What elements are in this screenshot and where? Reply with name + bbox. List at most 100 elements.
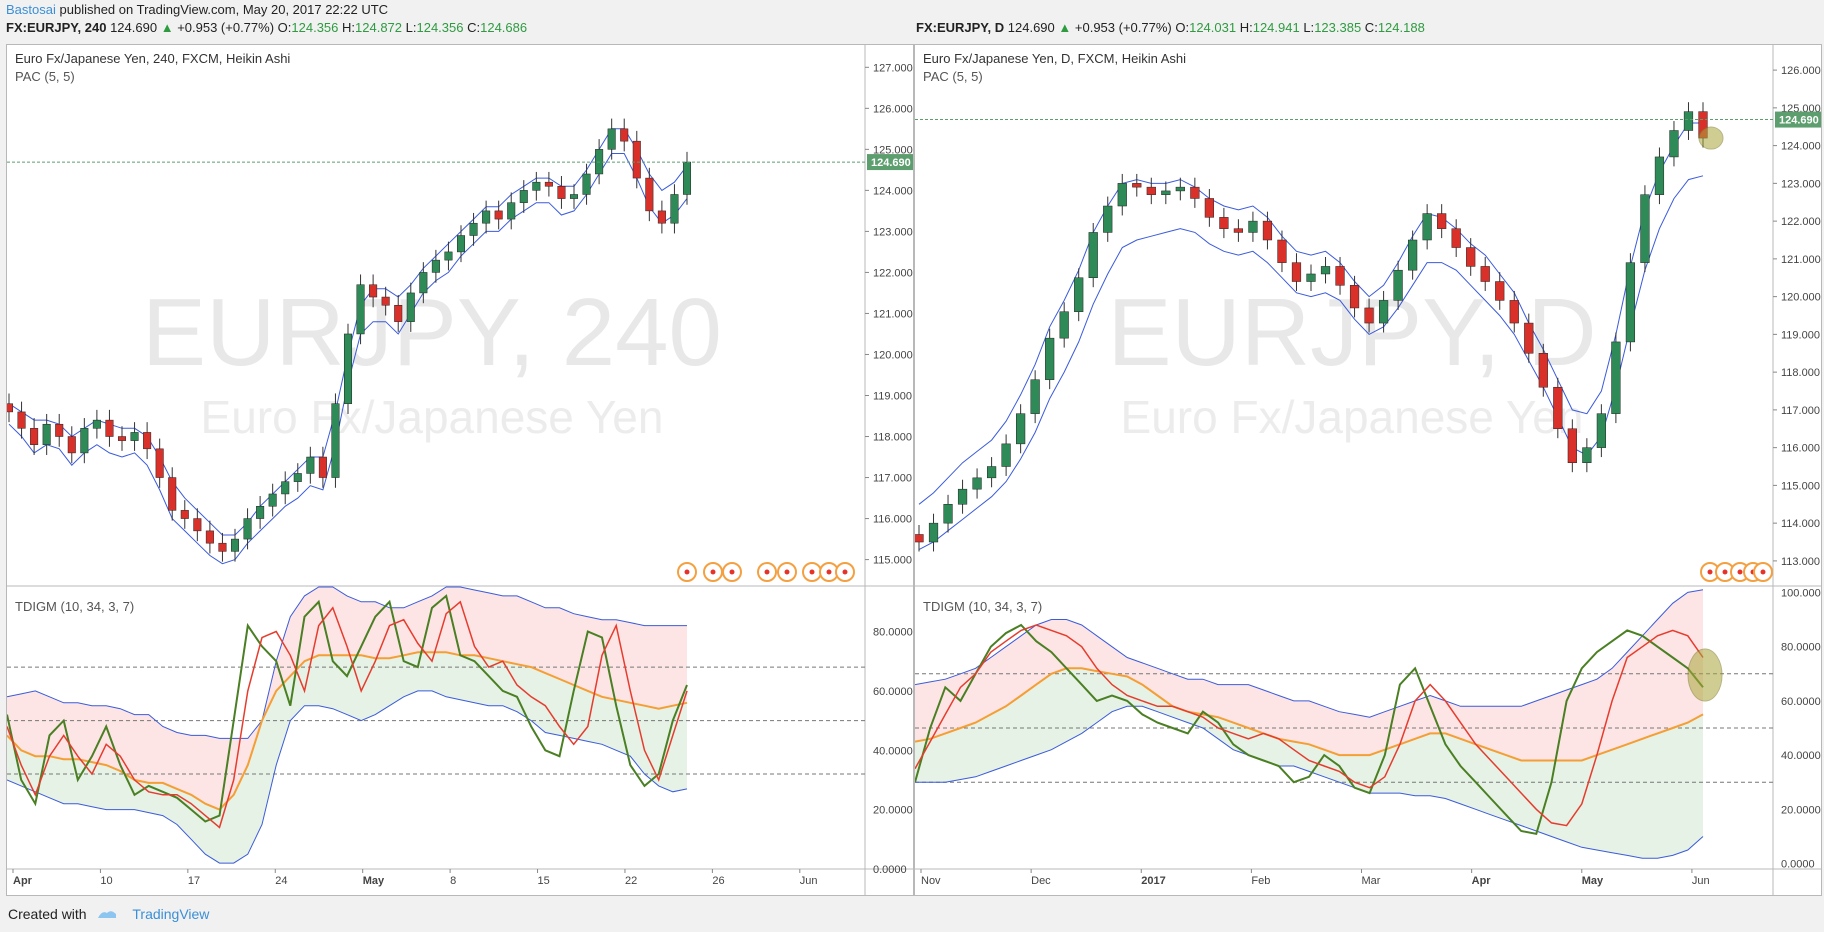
candle [343,323,353,414]
candle-body [193,518,202,532]
candle [1495,272,1505,310]
candle [318,446,327,488]
event-marker-icon [677,562,697,582]
osc-tick-label: 100.0000 [1781,587,1821,599]
osc-tick-label: 20.0000 [1781,804,1821,816]
candle-body [318,456,327,478]
chart-panel-daily[interactable]: EURJPY, D Euro Fx/Japanese Yen 126.000 125.… [914,44,1822,896]
candle [456,225,466,263]
price-tick-label: 118.000 [873,432,912,444]
osc-tick-label: 40.0000 [873,745,913,757]
watermark-symbol: EURJPY, 240 [142,279,722,386]
candle-body [657,210,666,224]
candle-body [356,284,365,335]
price-tick-label: 115.000 [1781,480,1820,492]
candle [42,413,51,455]
candle-body [928,522,939,543]
lower-band-line [7,690,688,864]
candle-body [1001,443,1011,467]
event-marker-icon [835,562,855,582]
close-value: 124.686 [480,20,528,35]
candle [1509,290,1519,333]
candle [406,282,415,332]
candle [1480,256,1490,291]
candle [230,528,240,562]
publish-text: published on TradingView.com, May 20, 20… [59,2,389,17]
candle [1291,253,1302,291]
candle [657,200,666,234]
indicator-label: PAC (5, 5) [15,69,75,84]
candle-body [507,202,516,220]
time-tick-label: 8 [450,875,456,887]
high-value: 124.941 [1252,20,1300,35]
candle [1190,177,1200,208]
candle [1437,204,1447,239]
candle-body [218,542,227,552]
candle [1146,177,1156,205]
candle [943,494,953,533]
candle-body [293,473,302,482]
candle-body [645,177,654,212]
candle [928,513,939,552]
candle-body [1320,266,1331,275]
event-marker-icon [777,562,797,582]
candle [507,192,516,230]
candle-body [394,304,403,322]
candle-body [482,210,491,224]
candle [180,500,189,529]
indicator-label: PAC (5, 5) [923,69,983,84]
candle-body [1306,273,1316,282]
candle-body [431,259,440,273]
candle-body [1364,307,1374,324]
time-tick-label: Jun [800,875,818,887]
candle-body [532,181,541,191]
candle [55,413,64,447]
candle-body [155,448,164,478]
candle-body [1291,262,1302,282]
candle-body [1059,311,1069,339]
price-tick-label: 117.000 [873,473,912,485]
candle-body [268,493,277,507]
candle [1538,343,1548,397]
candle-body [1611,341,1621,414]
high-value: 124.872 [355,20,403,35]
candle-body [972,477,982,490]
candle-body [343,333,353,404]
event-marker-icon [703,562,723,582]
author-link[interactable]: Bastosai [6,2,56,17]
candle [394,294,403,332]
candle-body [230,538,240,552]
candle [557,176,566,209]
event-marker-dot [842,569,848,575]
candle [1045,328,1055,390]
candle [143,422,152,460]
candle-body [1117,183,1127,207]
tradingview-link[interactable]: TradingView [132,906,210,922]
candle-body [369,284,378,298]
highlight-ellipse [1687,648,1723,702]
candle-body [943,504,953,524]
candle-body [1625,262,1636,343]
candle [1219,207,1229,239]
candle [168,467,177,521]
candle [155,438,164,488]
candle [1408,230,1418,280]
osc-tick-label: 0.0000 [873,864,907,876]
candle [381,286,390,316]
oscillator-label: TDIGM (10, 34, 3, 7) [15,599,135,614]
chart-panel-240[interactable]: EURJPY, 240 Euro Fx/Japanese Yen 127.000 12… [6,44,914,896]
candle [1683,102,1694,140]
candle-body [143,432,152,450]
candle [1451,219,1461,257]
price-tick-label: 117.000 [1781,405,1820,417]
candle [205,520,214,554]
candle [105,409,114,447]
candle-body [915,534,924,543]
lower-band-line [915,705,1704,859]
candle-body [1509,300,1519,324]
candle-body [1640,194,1650,263]
watermark-name: Euro Fx/Japanese Yen [1121,391,1584,443]
candle-body [1016,413,1026,445]
